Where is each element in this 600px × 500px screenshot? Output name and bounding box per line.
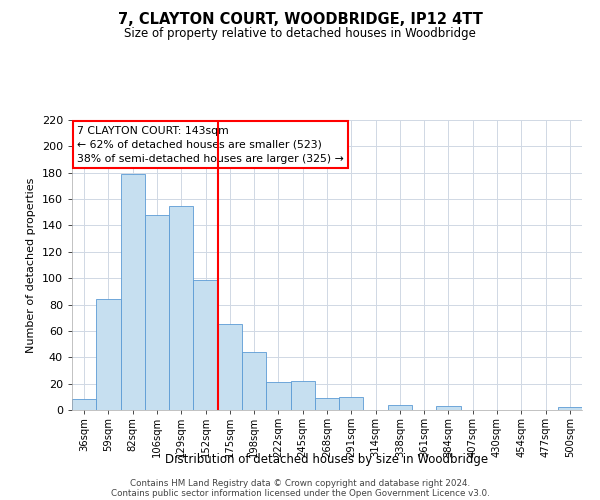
Text: Contains HM Land Registry data © Crown copyright and database right 2024.: Contains HM Land Registry data © Crown c… bbox=[130, 480, 470, 488]
Bar bbox=[290, 381, 315, 410]
Bar bbox=[339, 397, 364, 410]
Bar bbox=[121, 174, 145, 410]
Text: Size of property relative to detached houses in Woodbridge: Size of property relative to detached ho… bbox=[124, 28, 476, 40]
Text: 7, CLAYTON COURT, WOODBRIDGE, IP12 4TT: 7, CLAYTON COURT, WOODBRIDGE, IP12 4TT bbox=[118, 12, 482, 28]
Text: 7 CLAYTON COURT: 143sqm
← 62% of detached houses are smaller (523)
38% of semi-d: 7 CLAYTON COURT: 143sqm ← 62% of detache… bbox=[77, 126, 344, 164]
Bar bbox=[218, 324, 242, 410]
Bar bbox=[169, 206, 193, 410]
Bar bbox=[315, 398, 339, 410]
Bar bbox=[388, 404, 412, 410]
Y-axis label: Number of detached properties: Number of detached properties bbox=[26, 178, 36, 352]
Bar bbox=[436, 406, 461, 410]
Bar bbox=[558, 408, 582, 410]
Text: Distribution of detached houses by size in Woodbridge: Distribution of detached houses by size … bbox=[166, 454, 488, 466]
Bar bbox=[72, 400, 96, 410]
Bar bbox=[242, 352, 266, 410]
Bar bbox=[96, 300, 121, 410]
Bar bbox=[266, 382, 290, 410]
Text: Contains public sector information licensed under the Open Government Licence v3: Contains public sector information licen… bbox=[110, 490, 490, 498]
Bar bbox=[145, 215, 169, 410]
Bar bbox=[193, 280, 218, 410]
